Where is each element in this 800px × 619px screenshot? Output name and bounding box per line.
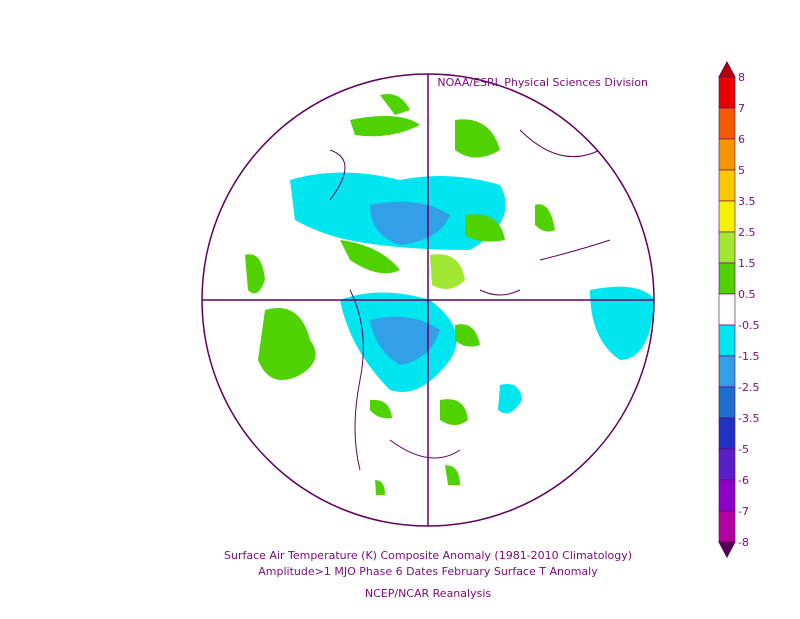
colorbar-swatch (718, 76, 736, 109)
colorbar-arrow (718, 541, 736, 559)
colorbar-swatch (718, 417, 736, 450)
colorbar-label: 5 (738, 164, 745, 177)
colorbar-label: -3.5 (738, 412, 759, 425)
colorbar-swatch (718, 386, 736, 419)
colorbar-label: -1.5 (738, 350, 759, 363)
colorbar-label: -7 (738, 505, 749, 518)
colorbar-label: 1.5 (738, 257, 756, 270)
cold-core (370, 201, 450, 245)
warm-region (370, 399, 392, 419)
colorbar-label: 8 (738, 71, 745, 84)
warm-region (465, 214, 505, 242)
coastline (329, 129, 611, 471)
warm-region (455, 324, 480, 347)
cold-region (498, 384, 522, 414)
colorbar-label: -8 (738, 536, 749, 549)
colorbar-swatch (718, 231, 736, 264)
colorbar-swatch (718, 293, 736, 326)
colorbar-swatch (718, 169, 736, 202)
caption: NCEP/NCAR Reanalysis (365, 587, 491, 600)
colorbar-swatch (718, 262, 736, 295)
colorbar-label: -2.5 (738, 381, 759, 394)
colorbar-label: 3.5 (738, 195, 756, 208)
colorbar-label: -5 (738, 443, 749, 456)
warm-region (340, 240, 400, 274)
colorbar-label: -0.5 (738, 319, 759, 332)
warm-region (440, 399, 468, 425)
colorbar-label: 2.5 (738, 226, 756, 239)
cold-region (590, 286, 654, 360)
warm-region (245, 254, 265, 294)
colorbar-swatch (718, 107, 736, 140)
colorbar-swatch (718, 324, 736, 357)
colorbar: 8 7 6 5 3.5 2.5 1.5 0.5 -0.5 -1.5 -2.5 -3.5 -5 -6 -7 -8 (718, 60, 759, 559)
colorbar-swatch (718, 138, 736, 171)
warm-region (258, 308, 316, 380)
colorbar-swatch (718, 510, 736, 543)
warm-region (455, 119, 500, 158)
warm-region (430, 254, 465, 289)
colorbar-arrow (718, 60, 736, 78)
colorbar-label: 7 (738, 102, 745, 115)
cold-core (370, 316, 440, 365)
caption: Amplitude>1 MJO Phase 6 Dates February S… (258, 565, 598, 578)
colorbar-swatch (718, 448, 736, 481)
colorbar-swatch (718, 355, 736, 388)
colorbar-swatch (718, 479, 736, 512)
warm-region (350, 116, 420, 137)
warm-region (535, 204, 555, 232)
colorbar-label: 0.5 (738, 288, 756, 301)
anomaly-field (245, 94, 654, 495)
colorbar-label: -6 (738, 474, 749, 487)
caption: Surface Air Temperature (K) Composite An… (224, 549, 632, 562)
source-label: NOAA/ESRL Physical Sciences Division (437, 76, 648, 89)
colorbar-swatch (718, 200, 736, 233)
colorbar-label: 6 (738, 133, 745, 146)
